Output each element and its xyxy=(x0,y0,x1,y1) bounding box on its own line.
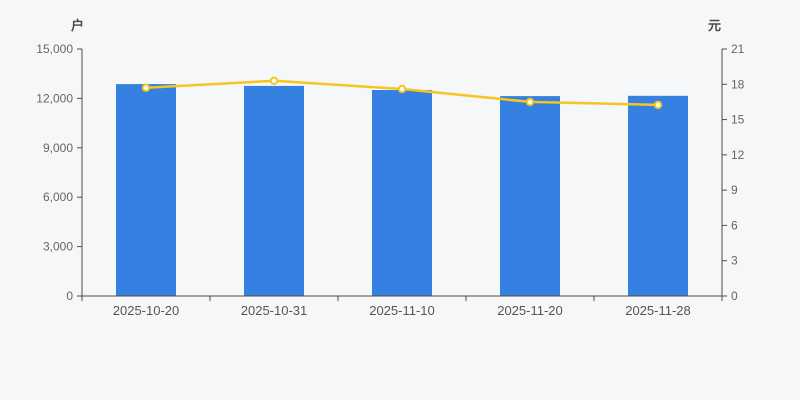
right-axis-tick-label: 6 xyxy=(731,218,738,232)
x-axis-date-label: 2025-10-20 xyxy=(113,303,180,318)
left-axis-tick-label: 15,000 xyxy=(36,42,73,56)
bar-2025-11-28[interactable] xyxy=(628,95,688,296)
left-axis-tick-label: 9,000 xyxy=(43,141,73,155)
right-axis-tick-label: 18 xyxy=(731,77,745,91)
line-marker-2025-11-28[interactable] xyxy=(653,100,663,110)
x-axis-date-label: 2025-10-31 xyxy=(241,303,308,318)
line-marker-2025-10-20[interactable] xyxy=(141,83,151,93)
bar-2025-10-20[interactable] xyxy=(116,84,176,296)
bar-2025-11-10[interactable] xyxy=(372,90,432,296)
right-axis-tick-label: 21 xyxy=(731,42,745,56)
right-axis-tick-label: 9 xyxy=(731,183,738,197)
bar-2025-10-31[interactable] xyxy=(244,85,304,297)
x-axis-date-label: 2025-11-20 xyxy=(497,303,563,318)
left-axis-tick-label: 12,000 xyxy=(36,91,73,105)
right-axis-tick-label: 15 xyxy=(731,113,745,127)
x-axis-date-label: 2025-11-10 xyxy=(369,303,435,318)
left-axis-tick-label: 6,000 xyxy=(43,190,73,204)
right-axis-tick-label: 3 xyxy=(731,254,738,268)
line-marker-2025-10-31[interactable] xyxy=(269,76,279,86)
x-axis-date-label: 2025-11-28 xyxy=(625,303,691,318)
left-axis-unit-label: 户 xyxy=(71,18,85,33)
left-axis-tick-label: 0 xyxy=(66,289,73,303)
line-marker-2025-11-10[interactable] xyxy=(397,84,407,94)
right-axis-tick-label: 12 xyxy=(731,148,745,162)
line-marker-2025-11-20[interactable] xyxy=(525,97,535,107)
left-axis-tick-label: 3,000 xyxy=(43,240,73,254)
bar-2025-11-20[interactable] xyxy=(500,96,560,296)
right-axis-tick-label: 0 xyxy=(731,289,738,303)
right-axis-unit-label: 元 xyxy=(708,18,722,33)
